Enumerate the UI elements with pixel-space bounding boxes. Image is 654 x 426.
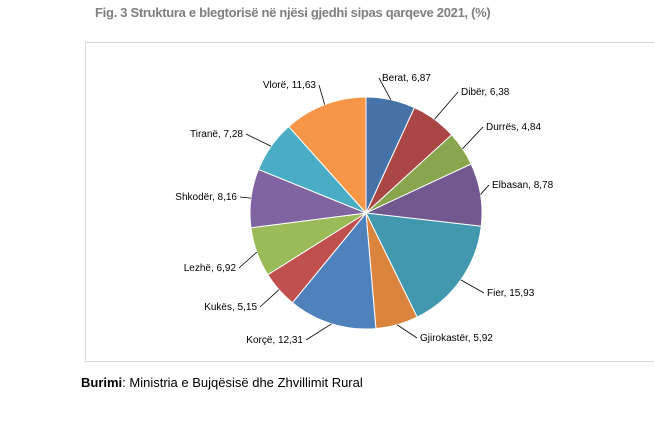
pie-slice-vlorë	[287, 96, 367, 215]
leader-line-tiranë	[245, 133, 272, 147]
leader-line-kukës	[259, 289, 280, 308]
slice-label-berat: Berat, 6,87	[382, 73, 431, 84]
leader-line-elbasan	[480, 184, 490, 195]
leader-line-fier	[460, 279, 485, 294]
chart-frame	[85, 42, 654, 362]
leader-line-korçë	[305, 323, 332, 341]
slice-label-lezhë: Lezhë, 6,92	[184, 263, 237, 274]
pie-slice-fier	[365, 212, 482, 318]
labels-layer: Berat, 6,87 Dibër, 6,38 Durrës, 4,84 Elbasa…	[175, 73, 553, 346]
figure-title: Fig. 3 Struktura e blegtorisë në njësi g…	[95, 5, 491, 20]
leader-line-vlorë	[318, 84, 326, 105]
leader-line-berat	[378, 77, 392, 100]
slice-label-tiranë: Tiranë, 7,28	[190, 129, 243, 140]
slice-label-kukës: Kukës, 5,15	[204, 302, 257, 313]
source-label: Burimi	[81, 375, 123, 390]
leader-line-lezhë	[238, 251, 258, 269]
slice-label-durrës: Durrës, 4,84	[486, 122, 541, 133]
slice-label-elbasan: Elbasan, 8,78	[492, 180, 554, 191]
leader-line-shkodër	[239, 196, 252, 199]
leader-line-durrës	[462, 126, 484, 149]
source-text: : Ministria e Bujqësisë dhe Zhvillimit R…	[122, 375, 363, 390]
source-note: Burimi: Ministria e Bujqësisë dhe Zhvill…	[81, 375, 363, 390]
leader-line-dibër	[434, 91, 459, 120]
slices-layer	[249, 96, 483, 330]
slice-label-fier: Fier, 15,93	[487, 288, 535, 299]
slice-label-dibër: Dibër, 6,38	[461, 87, 510, 98]
slice-label-shkodër: Shkodër, 8,16	[175, 192, 237, 203]
slice-label-vlorë: Vlorë, 11,63	[263, 80, 317, 91]
pie-slice-korçë	[291, 211, 377, 330]
slice-label-korçë: Korçë, 12,31	[246, 335, 303, 346]
leader-line-gjirokastër	[396, 324, 418, 339]
slice-label-gjirokastër: Gjirokastër, 5,92	[420, 333, 493, 344]
